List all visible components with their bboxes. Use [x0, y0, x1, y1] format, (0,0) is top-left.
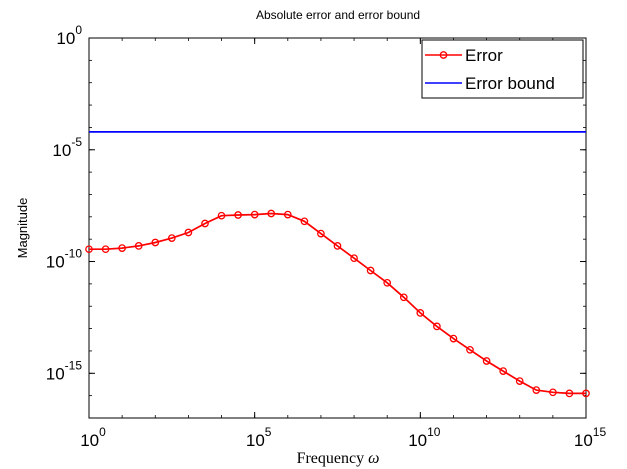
x-tick-exponent: 5	[265, 425, 272, 439]
x-tick-exponent: 0	[99, 425, 106, 439]
legend-box	[421, 39, 584, 99]
error-data-point	[482, 357, 491, 365]
error-data-point	[582, 389, 590, 398]
error-data-point	[134, 242, 143, 250]
omega-symbol: ω	[368, 450, 379, 467]
x-tick-labels: 100 105 1010 1015	[80, 425, 606, 450]
y-tick-exponent: -5	[71, 135, 82, 149]
y-tick-exponent: -10	[65, 247, 83, 261]
y-tick-label: 10-5	[52, 135, 82, 160]
x-tick-exponent: 10	[427, 425, 441, 439]
x-axis-label: Frequency ω	[297, 450, 380, 467]
y-tick-exponent: 0	[75, 23, 82, 37]
error-data-point	[201, 219, 209, 228]
error-data-point	[383, 278, 392, 287]
error-data-point	[184, 228, 193, 237]
error-data-point	[399, 293, 408, 302]
error-series-line	[89, 212, 586, 395]
error-data-point	[499, 367, 508, 375]
y-tick-label: 100	[56, 23, 82, 48]
x-tick-base: 10	[80, 431, 99, 450]
error-data-point	[151, 238, 160, 247]
error-data-point	[449, 334, 458, 343]
x-tick-exponent: 15	[593, 425, 607, 439]
error-data-point	[433, 322, 441, 331]
error-data-point	[85, 245, 93, 254]
error-data-point	[416, 309, 425, 317]
series-layer	[85, 131, 590, 398]
error-data-point	[167, 234, 176, 242]
error-data-point	[532, 386, 541, 394]
error-data-point	[515, 377, 524, 385]
error-data-point	[366, 266, 375, 275]
error-data-point	[466, 345, 474, 354]
x-tick-base: 10	[408, 431, 427, 450]
legend-bound-label: Error bound	[465, 74, 555, 93]
x-tick-label: 100	[80, 425, 106, 450]
legend-error-marker	[439, 51, 448, 59]
x-tick-label: 105	[246, 425, 272, 450]
error-data-point	[300, 217, 309, 226]
error-data-point	[317, 229, 325, 238]
error-data-point	[283, 210, 292, 219]
error-data-point	[333, 242, 342, 250]
error-data-point	[565, 389, 574, 398]
error-data-point	[267, 209, 276, 218]
error-data-point	[350, 254, 358, 263]
y-axis-label: Magnitude	[15, 198, 30, 259]
y-tick-exponent: -15	[65, 358, 83, 372]
y-tick-base: 10	[46, 253, 65, 272]
error-data-point	[217, 211, 226, 220]
error-data-point	[234, 211, 242, 219]
x-axis-label-text: Frequency	[297, 450, 365, 467]
y-tick-base: 10	[52, 141, 71, 160]
error-data-point	[118, 244, 126, 252]
legend-error-label: Error	[465, 46, 503, 65]
error-data-point	[101, 245, 110, 254]
error-data-point	[250, 210, 259, 219]
y-tick-base: 10	[46, 364, 65, 383]
chart-title: Absolute error and error bound	[256, 8, 420, 22]
x-tick-base: 10	[574, 431, 593, 450]
legend: Error Error bound	[421, 39, 584, 99]
x-tick-label: 1015	[574, 425, 607, 450]
error-data-point	[549, 388, 557, 397]
y-tick-base: 10	[56, 29, 75, 48]
x-tick-label: 1010	[408, 425, 441, 450]
plot-area	[88, 37, 587, 419]
y-tick-label: 10-10	[46, 247, 83, 272]
y-tick-label: 10-15	[46, 358, 83, 383]
axis-ticks	[88, 37, 587, 419]
x-tick-base: 10	[246, 431, 265, 450]
